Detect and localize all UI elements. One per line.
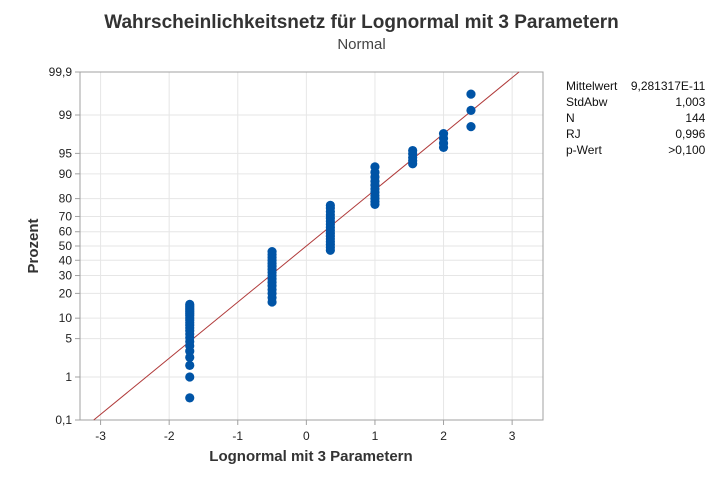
x-tick-label: -1 bbox=[232, 429, 243, 443]
stat-value: 9,281317E-11 bbox=[630, 79, 706, 93]
data-point bbox=[185, 299, 195, 309]
stat-row-n: N 144 bbox=[566, 110, 705, 126]
stat-label: p-Wert bbox=[566, 143, 602, 157]
chart-title: Wahrscheinlichkeitsnetz für Lognormal mi… bbox=[104, 12, 619, 33]
data-point bbox=[325, 200, 335, 210]
x-tick-label: -2 bbox=[164, 429, 175, 443]
y-tick-label: 70 bbox=[59, 209, 73, 223]
fit-line bbox=[93, 71, 520, 421]
x-tick-label: 1 bbox=[372, 429, 379, 443]
data-point bbox=[185, 393, 195, 403]
x-tick-label: 0 bbox=[303, 429, 310, 443]
y-tick-label: 95 bbox=[59, 146, 73, 160]
data-point bbox=[267, 247, 277, 257]
data-point bbox=[466, 122, 476, 132]
data-points bbox=[185, 89, 476, 403]
y-tick-label: 5 bbox=[65, 332, 72, 346]
y-tick-label: 50 bbox=[59, 239, 73, 253]
y-tick-label: 99,9 bbox=[49, 65, 73, 79]
data-point bbox=[370, 162, 380, 172]
data-point bbox=[185, 360, 195, 370]
stat-value: 144 bbox=[685, 111, 706, 125]
stat-value: 1,003 bbox=[675, 95, 706, 109]
stat-label: Mittelwert bbox=[566, 79, 618, 93]
stat-label: StdAbw bbox=[566, 95, 608, 109]
y-tick-label: 20 bbox=[59, 286, 73, 300]
x-tick-label: 2 bbox=[440, 429, 447, 443]
y-tick-label: 40 bbox=[59, 253, 73, 267]
data-point bbox=[438, 129, 449, 139]
chart-subtitle: Normal bbox=[337, 36, 386, 53]
y-tick-label: 1 bbox=[65, 370, 72, 384]
x-axis-ticks: -3 -2 -1 0 1 2 3 bbox=[95, 420, 516, 443]
stat-row-mean: Mittelwert 9,281317E-11 bbox=[566, 78, 705, 94]
x-tick-label: -3 bbox=[95, 429, 106, 443]
statistics-table: Mittelwert 9,281317E-11 StdAbw 1,003 N 1… bbox=[566, 78, 705, 158]
data-point bbox=[408, 145, 418, 156]
stat-label: RJ bbox=[566, 127, 581, 141]
x-tick-label: 3 bbox=[509, 429, 516, 443]
data-point bbox=[466, 89, 476, 99]
y-tick-label: 30 bbox=[59, 269, 73, 283]
fit-line-layer bbox=[93, 71, 520, 421]
data-point bbox=[466, 105, 476, 115]
data-point bbox=[185, 372, 195, 382]
x-axis-title: Lognormal mit 3 Parametern bbox=[209, 448, 412, 465]
y-tick-label: 90 bbox=[59, 167, 73, 181]
y-tick-label: 0,1 bbox=[55, 413, 72, 427]
stat-value: >0,100 bbox=[668, 143, 706, 157]
y-tick-label: 99 bbox=[59, 108, 73, 122]
stat-row-p-value: p-Wert >0,100 bbox=[566, 142, 705, 158]
stat-row-stddev: StdAbw 1,003 bbox=[566, 94, 705, 110]
y-tick-label: 60 bbox=[59, 225, 73, 239]
y-tick-label: 80 bbox=[59, 192, 73, 206]
y-tick-label: 10 bbox=[59, 311, 73, 325]
stat-label: N bbox=[566, 111, 575, 125]
stat-row-rj: RJ 0,996 bbox=[566, 126, 705, 142]
stat-value: 0,996 bbox=[675, 127, 706, 141]
y-axis-title: Prozent bbox=[25, 218, 42, 273]
